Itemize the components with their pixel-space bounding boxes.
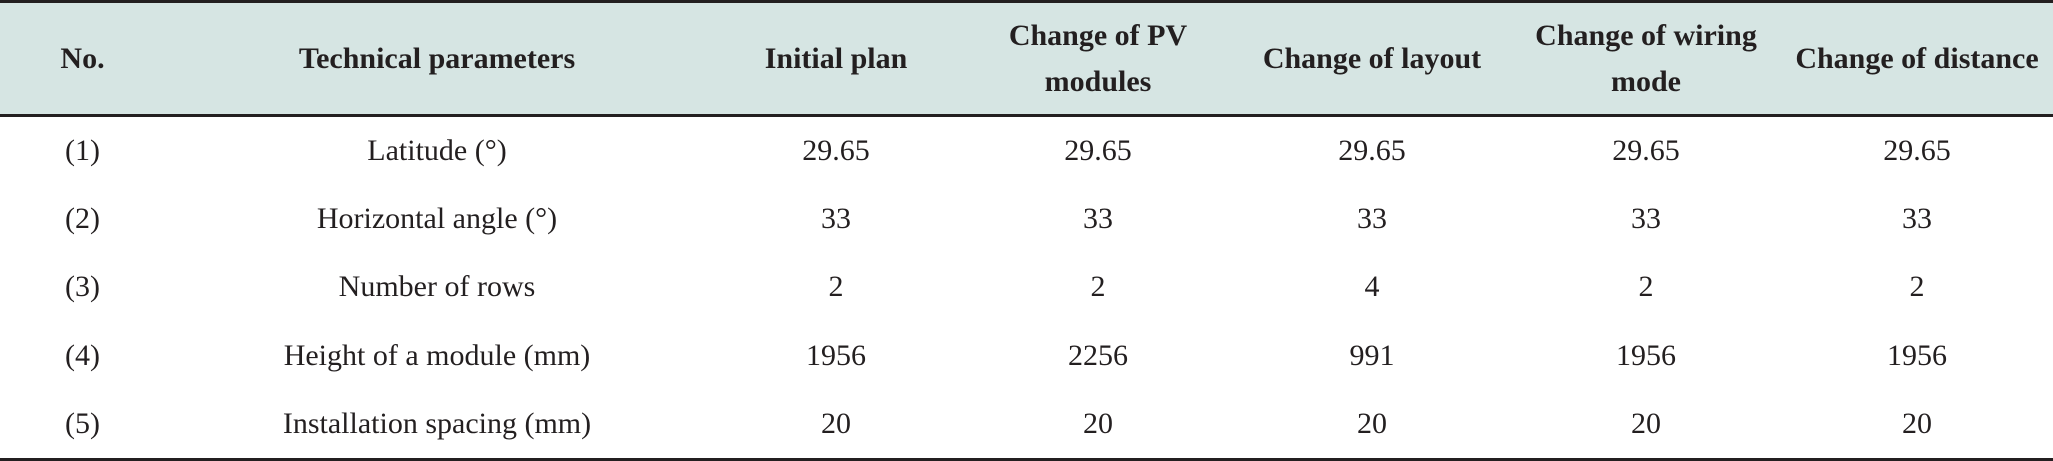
layout-cell: 20 bbox=[1233, 390, 1511, 461]
distance-cell: 33 bbox=[1902, 201, 1932, 235]
wiring-mode-cell: 1956 bbox=[1616, 339, 1676, 373]
pv-modules-cell: 29.65 bbox=[1064, 133, 1132, 167]
header-technical-parameters: Technical parameters bbox=[165, 0, 709, 117]
wiring-mode-cell: 20 bbox=[1511, 390, 1781, 461]
table-body: (1) Latitude (°) 29.65 29.65 29.65 29.65… bbox=[0, 116, 2053, 461]
initial-plan-cell: 29.65 bbox=[802, 133, 870, 167]
layout-cell: 29.65 bbox=[1338, 133, 1406, 167]
row-number-cell: (2) bbox=[65, 201, 100, 235]
parameter-name-cell: Height of a module (mm) bbox=[283, 339, 591, 373]
table-header: No. Technical parameters Initial plan Ch… bbox=[0, 0, 2053, 117]
wiring-mode-cell: 2 bbox=[1638, 270, 1654, 304]
header-row: No. Technical parameters Initial plan Ch… bbox=[0, 0, 2053, 117]
initial-plan-cell: 33 bbox=[821, 201, 851, 235]
header-initial-plan: Initial plan bbox=[709, 0, 963, 117]
table-row: (5) Installation spacing (mm) 20 20 20 2… bbox=[0, 390, 2053, 461]
row-number-cell: (4) bbox=[65, 339, 100, 373]
initial-plan-cell: 20 bbox=[709, 390, 963, 461]
row-number-cell: (3) bbox=[65, 270, 100, 304]
header-change-of-distance: Change of distance bbox=[1781, 0, 2053, 117]
distance-cell: 20 bbox=[1781, 390, 2053, 461]
parameter-name-cell: Number of rows bbox=[338, 270, 536, 304]
header-no: No. bbox=[0, 0, 165, 117]
wiring-mode-cell: 29.65 bbox=[1612, 133, 1680, 167]
initial-plan-cell: 2 bbox=[828, 270, 844, 304]
layout-cell: 33 bbox=[1357, 201, 1387, 235]
pv-modules-cell: 20 bbox=[963, 390, 1233, 461]
distance-cell: 29.65 bbox=[1883, 133, 1951, 167]
table-row: (3) Number of rows 2 2 4 2 2 bbox=[0, 253, 2053, 322]
row-number-cell: (5) bbox=[0, 390, 165, 461]
table-row: (2) Horizontal angle (°) 33 33 33 33 33 bbox=[0, 184, 2053, 253]
table-row: (4) Height of a module (mm) 1956 2256 99… bbox=[0, 322, 2053, 391]
distance-cell: 2 bbox=[1909, 270, 1925, 304]
header-change-of-layout: Change of layout bbox=[1233, 0, 1511, 117]
parameter-name-cell: Latitude (°) bbox=[367, 133, 507, 167]
parameter-name-cell: Installation spacing (mm) bbox=[165, 390, 709, 461]
parameter-name-cell: Horizontal angle (°) bbox=[316, 201, 558, 235]
pv-modules-cell: 33 bbox=[1083, 201, 1113, 235]
layout-cell: 4 bbox=[1364, 270, 1380, 304]
table-row: (1) Latitude (°) 29.65 29.65 29.65 29.65… bbox=[0, 116, 2053, 185]
row-number-cell: (1) bbox=[65, 133, 100, 167]
distance-cell: 1956 bbox=[1887, 339, 1947, 373]
layout-cell: 991 bbox=[1349, 339, 1395, 373]
header-change-of-wiring-mode: Change of wiring mode bbox=[1511, 0, 1781, 117]
pv-modules-cell: 2 bbox=[1090, 270, 1106, 304]
header-change-of-pv-modules: Change of PV modules bbox=[963, 0, 1233, 117]
wiring-mode-cell: 33 bbox=[1631, 201, 1661, 235]
pv-modules-cell: 2256 bbox=[1068, 339, 1128, 373]
initial-plan-cell: 1956 bbox=[806, 339, 866, 373]
